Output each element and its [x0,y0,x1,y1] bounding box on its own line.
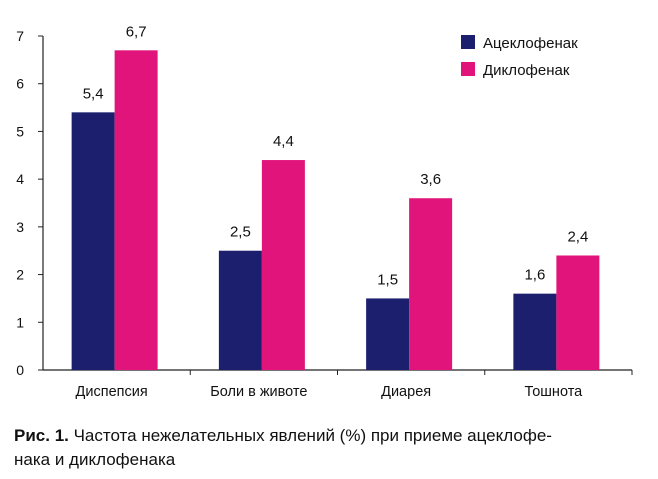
bar-diclofenac [114,50,158,371]
data-label: 2,4 [567,228,588,245]
bar-diclofenac [556,255,600,370]
bar-aceclofenac [218,250,262,370]
legend-label: Ацеклофенак [483,35,578,52]
data-label: 1,5 [377,271,398,288]
data-label: 6,7 [126,23,147,40]
data-label: 3,6 [420,171,441,188]
y-tick-label: 2 [16,267,24,283]
data-label: 1,6 [524,267,545,284]
bar-aceclofenac [513,293,557,370]
category-label: Тошнота [525,384,584,400]
data-label: 5,4 [83,85,104,102]
category-label: Боли в животе [210,384,307,400]
caption-lead: Рис. 1. [14,426,69,445]
y-tick-label: 5 [16,123,24,139]
bar-diclofenac [409,198,453,370]
category-label: Диарея [381,384,431,400]
data-label: 4,4 [273,133,294,150]
legend-swatch [461,62,475,76]
category-label: Диспепсия [76,384,148,400]
y-tick-label: 0 [16,362,24,378]
caption-text: Частота нежелательных явлений (%) при пр… [14,426,552,469]
y-tick-label: 6 [16,76,24,92]
bar-aceclofenac [366,298,410,370]
bar-diclofenac [261,160,305,370]
legend-swatch [461,35,475,49]
y-tick-label: 3 [16,219,24,235]
data-label: 2,5 [230,224,251,241]
y-tick-label: 1 [16,314,24,330]
y-tick-label: 7 [16,28,24,44]
bar-chart: 0 1 2 3 4 5 6 7 5,4 6,7 Диспепсия 2,5 4,4 Боли в живо… [16,23,633,400]
figure-caption: Рис. 1. Частота нежелательных явлений (%… [14,424,650,472]
legend-label: Диклофенак [483,62,570,79]
y-tick-label: 4 [16,171,24,187]
bar-aceclofenac [71,112,115,370]
